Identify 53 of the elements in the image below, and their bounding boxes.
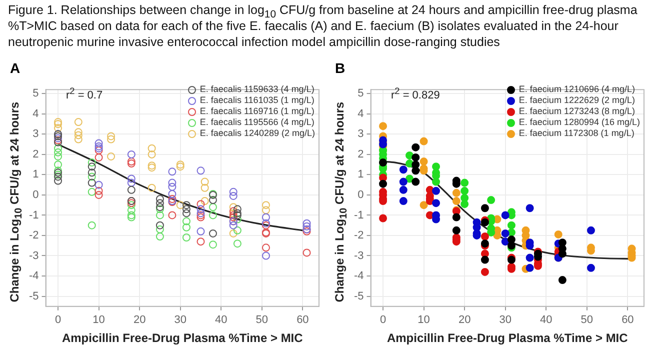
annotation: r$^{2}$ = 0.7: [66, 86, 103, 102]
x-tick-label: 20: [458, 314, 471, 326]
legend-label: E. faecium 1273243 (8 mg/L): [518, 106, 635, 117]
y-tick-label: -4: [29, 270, 39, 282]
y-tick-label: -5: [354, 290, 364, 302]
legend-label: E. faecium 1210696 (4 mg/L): [518, 84, 635, 95]
x-tick-label: 60: [296, 314, 309, 326]
x-tick-label: 50: [580, 314, 594, 326]
y-tick-label: -5: [29, 290, 39, 302]
x-tick-label: 40: [540, 314, 552, 326]
x-tick-label: 0: [380, 314, 386, 326]
y-tick-label: 4: [358, 108, 364, 120]
legend-label: E. faecalis 1169716 (1 mg/L): [200, 106, 314, 117]
y-tick-label: 5: [358, 88, 364, 100]
y-tick-label: 4: [32, 108, 39, 120]
legend-label: E. faecalis 1161035 (1 mg/L): [200, 95, 314, 106]
chart-title: A: [10, 60, 20, 76]
y-tick-label: -1: [29, 209, 39, 222]
y-tick-label: -2: [29, 230, 39, 242]
x-tick-label: 0: [54, 314, 62, 326]
x-tick-label: 60: [622, 314, 634, 326]
legend-label: E. faecalis 1240289 (2 mg/L): [200, 128, 315, 139]
y-tick-label: 3: [32, 128, 39, 140]
x-tick-label: 30: [174, 314, 186, 326]
y-tick-label: -1: [354, 209, 364, 222]
legend-label: E. faecium 1280994 (16 mg/L): [518, 117, 640, 128]
x-tick-label: 10: [92, 314, 105, 326]
y-tick-label: 1: [32, 168, 39, 181]
y-tick-label: 0: [358, 188, 364, 201]
y-tick-label: 2: [32, 148, 39, 160]
x-tick-label: 30: [499, 314, 512, 326]
y-tick-label: 2: [358, 148, 364, 160]
y-tick-label: -4: [354, 270, 364, 282]
y-tick-label: 0: [32, 188, 39, 201]
y-tick-label: -2: [354, 230, 364, 242]
legend-label: E. faecalis 1195566 (4 mg/L): [200, 117, 314, 128]
legend-label: E. faecium 1172308 (1 mg/L): [518, 128, 634, 139]
chart-title: B: [335, 60, 346, 76]
x-tick-label: 20: [133, 314, 146, 326]
x-tick-label: 40: [215, 314, 228, 326]
y-tick-label: -3: [354, 250, 364, 262]
x-tick-label: 50: [256, 314, 268, 326]
x-axis-title: Ampicillin Free-Drug Plasma %Time > MIC: [386, 331, 628, 346]
x-tick-label: 10: [418, 314, 430, 326]
annotation: r$^{2}$ = 0.829: [391, 86, 440, 102]
legend-label: E. faecium 1222629 (2 mg/L): [518, 95, 635, 106]
y-tick-label: 5: [32, 88, 39, 100]
y-tick-label: 1: [358, 168, 364, 181]
caption: Figure 1. Relationships between change in log$_{10}$ CFU/g from baseline at 24 hours and ampicillin free-drug plasma %T>MIC based on data for each of the five E. faecalis (A) and E. faecium (B) isolates evaluated in the 24-hour neutropenic murine invasive enterococcal infection model ampicillin dose-ranging studies: [8, 2, 638, 50]
y-tick-label: -3: [29, 250, 39, 262]
legend-label: E. faecalis 1159633 (4 mg/L): [200, 84, 314, 95]
x-axis-title: Ampicillin Free-Drug Plasma %Time > MIC: [62, 331, 304, 346]
y-tick-label: 3: [358, 128, 364, 140]
